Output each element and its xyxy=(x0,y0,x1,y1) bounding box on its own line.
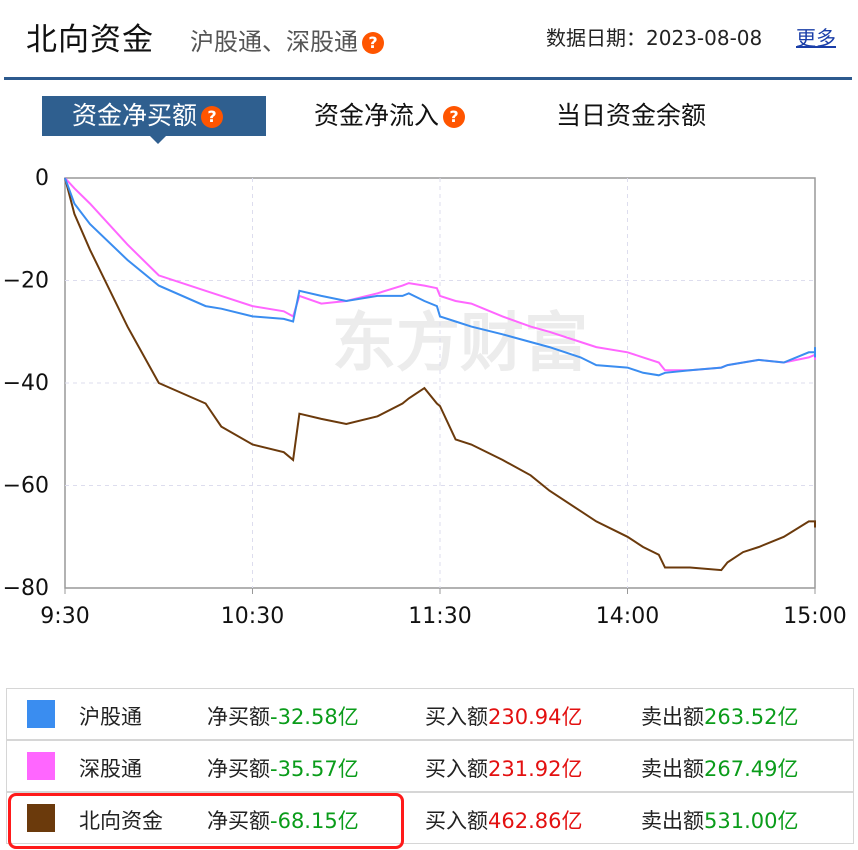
legend-swatch xyxy=(27,700,55,728)
date-label: 数据日期： xyxy=(546,26,646,50)
sell-value: 263.52亿 xyxy=(704,705,799,729)
sell-value: 531.00亿 xyxy=(704,809,799,833)
sell-label: 卖出额 xyxy=(641,809,704,833)
legend-name: 北向资金 xyxy=(79,809,163,833)
y-tick-label: 0 xyxy=(35,166,49,191)
y-tick-label: −40 xyxy=(3,371,49,396)
net-value: -32.58亿 xyxy=(270,705,359,729)
sell-value: 267.49亿 xyxy=(704,757,799,781)
legend-net: 净买额-35.57亿 xyxy=(207,753,359,783)
buy-value: 231.92亿 xyxy=(488,757,583,781)
net-label: 净买额 xyxy=(207,705,270,729)
buy-label: 买入额 xyxy=(425,809,488,833)
date-value: 2023-08-08 xyxy=(646,26,763,50)
tab-balance[interactable]: 当日资金余额 xyxy=(556,96,736,136)
tab-net-inflow[interactable]: 资金净流入? xyxy=(314,96,494,136)
tab-net-buy-label: 资金净买额 xyxy=(72,101,198,130)
tab-net-inflow-label: 资金净流入 xyxy=(314,101,440,130)
legend-row: 沪股通 净买额-32.58亿 买入额230.94亿 卖出额263.52亿 xyxy=(6,688,854,740)
legend-sell: 卖出额531.00亿 xyxy=(641,805,798,835)
legend-name: 深股通 xyxy=(79,757,142,781)
legend-name: 沪股通 xyxy=(79,705,142,729)
legend-swatch xyxy=(27,752,55,780)
y-tick-label: −60 xyxy=(3,474,49,499)
legend-sell: 卖出额263.52亿 xyxy=(641,701,798,731)
data-date: 数据日期：2023-08-08 xyxy=(546,22,762,51)
header-divider xyxy=(4,77,852,80)
y-tick-label: −20 xyxy=(3,269,49,294)
y-tick-label: −80 xyxy=(3,576,49,601)
x-tick-label: 9:30 xyxy=(40,604,89,629)
legend-sell: 卖出额267.49亿 xyxy=(641,753,798,783)
series-line-hgt xyxy=(64,177,816,377)
watermark: 东方财富 xyxy=(332,307,588,381)
header: 北向资金 沪股通、深股通? 数据日期：2023-08-08 更多 xyxy=(0,0,858,78)
highlight-box xyxy=(8,793,404,849)
more-link[interactable]: 更多 xyxy=(796,26,836,50)
subtitle-text: 沪股通、深股通 xyxy=(190,28,358,56)
tab-bar: 资金净买额? 资金净流入? 当日资金余额 xyxy=(0,96,858,144)
page-title: 北向资金 xyxy=(26,22,154,58)
series-line-north xyxy=(64,177,816,572)
legend-net: 净买额-68.15亿 xyxy=(207,805,359,835)
legend-net: 净买额-32.58亿 xyxy=(207,701,359,731)
buy-label: 买入额 xyxy=(425,757,488,781)
sell-label: 卖出额 xyxy=(641,757,704,781)
buy-value: 462.86亿 xyxy=(488,809,583,833)
net-label: 净买额 xyxy=(207,757,270,781)
chart: 东方财富 0 −20 −40 −60 −80 9:30 10:30 11:30 14:00 15:0… xyxy=(3,166,847,629)
legend-row: 深股通 净买额-35.57亿 买入额231.92亿 卖出额267.49亿 xyxy=(6,740,854,792)
buy-value: 230.94亿 xyxy=(488,705,583,729)
buy-label: 买入额 xyxy=(425,705,488,729)
help-icon[interactable]: ? xyxy=(201,106,224,128)
net-value: -35.57亿 xyxy=(270,757,359,781)
page-subtitle: 沪股通、深股通? xyxy=(190,22,384,57)
tab-net-buy[interactable]: 资金净买额? xyxy=(42,96,266,144)
legend-buy: 买入额231.92亿 xyxy=(425,753,582,783)
tab-balance-label: 当日资金余额 xyxy=(556,101,707,130)
x-tick-label: 10:30 xyxy=(221,604,284,629)
help-icon[interactable]: ? xyxy=(362,32,384,54)
legend-buy: 买入额462.86亿 xyxy=(425,805,582,835)
help-icon[interactable]: ? xyxy=(443,106,466,128)
x-tick-label: 11:30 xyxy=(408,604,471,629)
sell-label: 卖出额 xyxy=(641,705,704,729)
net-label: 净买额 xyxy=(207,809,270,833)
legend-row: 北向资金 净买额-68.15亿 买入额462.86亿 卖出额531.00亿 xyxy=(6,792,854,844)
legend-swatch xyxy=(27,804,55,832)
x-tick-label: 14:00 xyxy=(596,604,659,629)
x-tick-label: 15:00 xyxy=(783,604,846,629)
legend-buy: 买入额230.94亿 xyxy=(425,701,582,731)
net-value: -68.15亿 xyxy=(270,809,359,833)
